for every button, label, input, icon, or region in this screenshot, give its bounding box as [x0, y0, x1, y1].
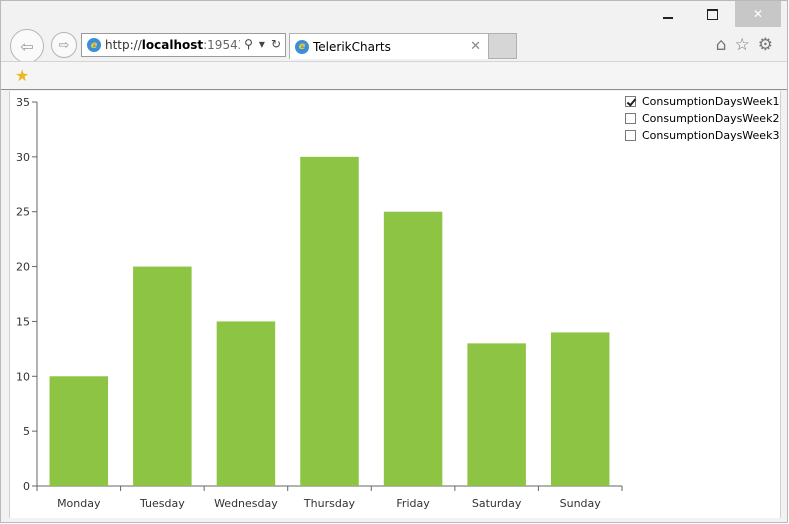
legend-item-week3[interactable]: ConsumptionDaysWeek3: [625, 127, 779, 143]
bar-thursday: [300, 156, 359, 486]
x-tick-label: Sunday: [560, 497, 602, 510]
close-icon: ✕: [752, 7, 764, 21]
close-window-button[interactable]: ✕: [735, 1, 781, 27]
legend-checkbox-week3[interactable]: [625, 129, 636, 141]
legend-label-week1: ConsumptionDaysWeek1: [642, 94, 780, 108]
y-tick-label: 30: [16, 151, 30, 164]
y-tick-label: 10: [16, 370, 30, 383]
y-tick-label: 20: [16, 261, 30, 274]
forward-button[interactable]: ⇨: [51, 32, 77, 58]
tab-telerikcharts[interactable]: e TelerikCharts ✕: [289, 33, 489, 59]
y-tick-label: 0: [23, 480, 30, 493]
star-icon[interactable]: ☆: [734, 35, 750, 55]
y-tick-label: 15: [16, 315, 30, 328]
url-host: localhost: [141, 38, 204, 52]
x-tick-label: Friday: [396, 497, 430, 510]
bar-wednesday: [216, 321, 276, 486]
tab-title: TelerikCharts: [313, 39, 391, 54]
maximize-button[interactable]: [690, 1, 735, 27]
ie-tab-icon: e: [295, 39, 309, 54]
legend-checkbox-week2[interactable]: [625, 112, 636, 124]
minimize-icon: [662, 17, 673, 19]
x-tick-label: Thursday: [303, 497, 356, 510]
minimize-button[interactable]: [645, 1, 690, 27]
x-tick-label: Saturday: [472, 497, 522, 510]
search-icon[interactable]: ⚲: [244, 37, 253, 51]
bar-tuesday: [133, 266, 192, 486]
x-tick-label: Wednesday: [214, 497, 278, 510]
address-actions: ⚲ ▾ ↻: [240, 37, 281, 51]
maximize-icon: [707, 8, 718, 20]
legend-checkbox-week1[interactable]: [625, 95, 636, 107]
back-button[interactable]: ⇦: [10, 29, 44, 63]
favorites-bar: ★: [1, 61, 787, 90]
refresh-icon[interactable]: ↻: [270, 37, 281, 51]
y-tick-label: 5: [23, 425, 30, 438]
bar-saturday: [467, 343, 526, 486]
add-favorites-icon[interactable]: ★: [15, 66, 30, 85]
home-icon[interactable]: ⌂: [715, 35, 727, 55]
legend-label-week2: ConsumptionDaysWeek2: [642, 111, 780, 125]
new-tab-button[interactable]: [489, 33, 517, 59]
x-tick-label: Monday: [57, 497, 101, 510]
dropdown-icon[interactable]: ▾: [258, 37, 265, 51]
y-tick-label: 35: [16, 96, 30, 109]
window-controls: ✕: [645, 1, 781, 27]
x-tick-label: Tuesday: [139, 497, 185, 510]
gear-icon[interactable]: ⚙: [757, 35, 773, 55]
url-prefix: http://: [105, 38, 142, 52]
url-rest: :19543/: [203, 38, 250, 52]
browser-tools: ⌂ ☆ ⚙: [716, 35, 773, 55]
address-bar[interactable]: e http://localhost:19543/ ⚲ ▾ ↻: [81, 33, 286, 57]
legend-item-week2[interactable]: ConsumptionDaysWeek2: [625, 110, 779, 126]
back-arrow-icon: ⇦: [20, 36, 34, 56]
bar-monday: [49, 376, 109, 486]
bar-sunday: [550, 332, 610, 486]
tab-close-icon[interactable]: ✕: [470, 39, 481, 54]
forward-arrow-icon: ⇨: [58, 37, 70, 53]
ie-logo-icon: e: [87, 38, 101, 52]
legend-item-week1[interactable]: ConsumptionDaysWeek1: [625, 93, 779, 109]
chart-legend: ConsumptionDaysWeek1 ConsumptionDaysWeek…: [625, 93, 779, 144]
legend-label-week3: ConsumptionDaysWeek3: [642, 128, 780, 142]
bar-friday: [383, 211, 443, 486]
y-tick-label: 25: [16, 206, 30, 219]
